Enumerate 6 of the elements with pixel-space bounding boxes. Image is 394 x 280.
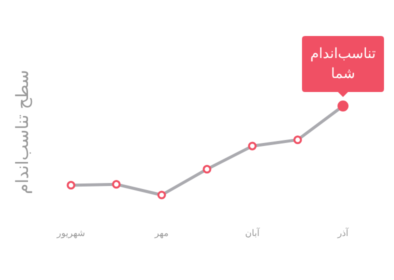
x-tick-label: آذر (336, 227, 349, 239)
annotation: تناسب‌اندام شما (309, 45, 377, 84)
y-axis-title: سطح تناسب‌اندام (13, 70, 33, 194)
x-tick-label: آبان (245, 227, 260, 239)
x-tick-label: مهر (154, 229, 169, 239)
x-tick-label: شهریور (56, 229, 86, 239)
